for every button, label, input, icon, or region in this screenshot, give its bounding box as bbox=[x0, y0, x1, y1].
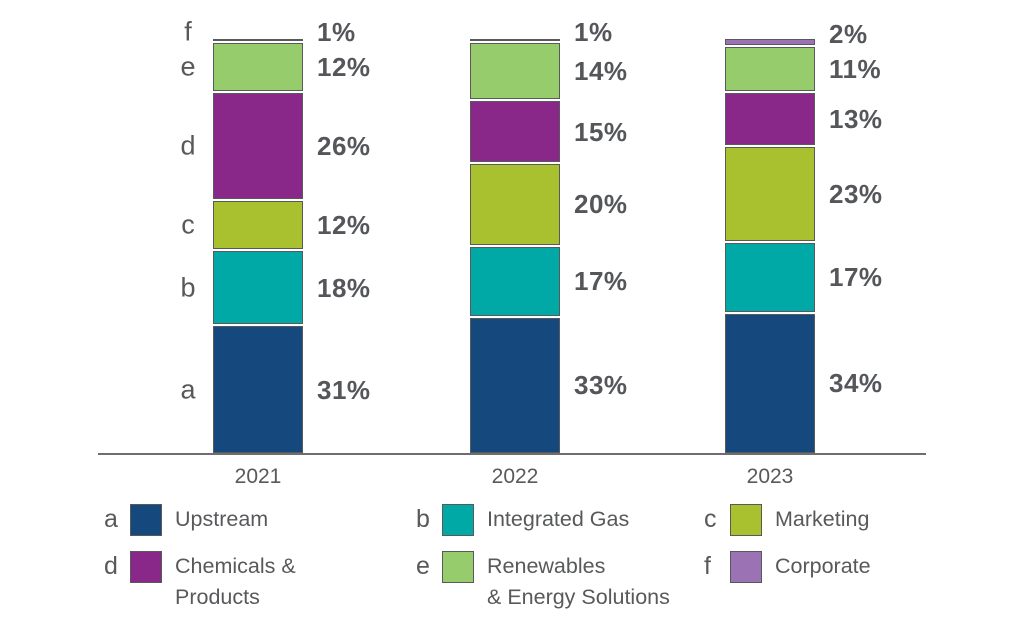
segment-letter-label: e bbox=[180, 51, 196, 82]
segment-value-label: 11% bbox=[829, 54, 882, 85]
bar-segment-a-2023 bbox=[725, 313, 815, 453]
legend-label: Upstream bbox=[175, 507, 269, 531]
segment-letter-label: f bbox=[184, 16, 192, 47]
segment-value-label: 17% bbox=[574, 266, 628, 297]
legend-letter: c bbox=[704, 505, 717, 533]
segment-value-label: 1% bbox=[317, 17, 356, 48]
segment-value-label: 23% bbox=[829, 179, 883, 209]
segment-value-label: 13% bbox=[829, 104, 883, 135]
bar-segment-d-2023 bbox=[725, 93, 815, 146]
bar-segment-c-2022 bbox=[470, 163, 560, 245]
x-axis-line bbox=[98, 453, 926, 455]
bar-segment-f-2022 bbox=[470, 39, 560, 42]
segment-value-label: 26% bbox=[317, 131, 371, 162]
legend-label: Chemicals & Products bbox=[175, 554, 296, 610]
bar-segment-d-2021 bbox=[213, 93, 303, 200]
legend-swatch bbox=[130, 504, 162, 536]
legend-label: Integrated Gas bbox=[487, 507, 630, 531]
bar-segment-a-2022 bbox=[470, 317, 560, 453]
segment-value-label: 34% bbox=[829, 368, 883, 399]
segment-value-label: 15% bbox=[574, 116, 628, 147]
axis-tick-label: 2022 bbox=[491, 465, 539, 488]
segment-letter-label: b bbox=[180, 272, 196, 303]
segment-value-label: 12% bbox=[317, 210, 371, 241]
segment-value-label: 2% bbox=[829, 19, 868, 50]
legend-letter: d bbox=[104, 552, 118, 580]
segment-letter-label: a bbox=[180, 374, 196, 405]
legend-swatch bbox=[730, 551, 762, 583]
bar-segment-f-2021 bbox=[213, 39, 303, 42]
bar-segment-c-2023 bbox=[725, 147, 815, 241]
segment-value-label: 14% bbox=[574, 56, 628, 87]
segment-value-label: 31% bbox=[317, 374, 371, 405]
segment-value-label: 20% bbox=[574, 189, 628, 220]
bar-segment-e-2022 bbox=[470, 43, 560, 100]
legend-swatch bbox=[442, 551, 474, 583]
legend-letter: a bbox=[104, 505, 118, 533]
segment-letter-label: c bbox=[181, 209, 195, 240]
legend-item-e: e Renewables & Energy Solutions bbox=[416, 551, 670, 613]
legend-item-a: a Upstream bbox=[104, 504, 268, 536]
legend-item-f: f Corporate bbox=[704, 551, 871, 583]
bar-segment-b-2022 bbox=[470, 247, 560, 316]
legend-swatch bbox=[730, 504, 762, 536]
segment-value-label: 1% bbox=[574, 17, 613, 48]
bar-segment-e-2021 bbox=[213, 43, 303, 92]
legend-letter: b bbox=[416, 505, 430, 533]
bar-segment-e-2023 bbox=[725, 47, 815, 92]
axis-tick-label: 2021 bbox=[234, 465, 282, 488]
legend-item-d: d Chemicals & Products bbox=[104, 551, 296, 613]
legend-item-c: c Marketing bbox=[704, 504, 869, 536]
bar-segment-a-2021 bbox=[213, 326, 303, 453]
legend-swatch bbox=[442, 504, 474, 536]
legend-letter: e bbox=[416, 552, 430, 580]
bar-segment-b-2021 bbox=[213, 251, 303, 325]
bar-segment-c-2021 bbox=[213, 201, 303, 250]
bar-segment-f-2023 bbox=[725, 39, 815, 46]
axis-tick-label: 2023 bbox=[746, 465, 794, 488]
bar-segment-d-2022 bbox=[470, 101, 560, 162]
legend-item-b: b Integrated Gas bbox=[416, 504, 629, 536]
legend-label: Marketing bbox=[775, 507, 870, 531]
legend-swatch bbox=[130, 551, 162, 583]
bar-segment-b-2023 bbox=[725, 242, 815, 312]
legend-label: Corporate bbox=[775, 554, 871, 578]
segment-value-label: 33% bbox=[574, 370, 628, 401]
legend-label: Renewables & Energy Solutions bbox=[487, 554, 670, 610]
segment-value-label: 17% bbox=[829, 262, 883, 293]
legend-letter: f bbox=[704, 552, 711, 580]
segment-value-label: 12% bbox=[317, 52, 371, 83]
segment-letter-label: d bbox=[180, 130, 196, 161]
segment-value-label: 18% bbox=[317, 272, 371, 303]
